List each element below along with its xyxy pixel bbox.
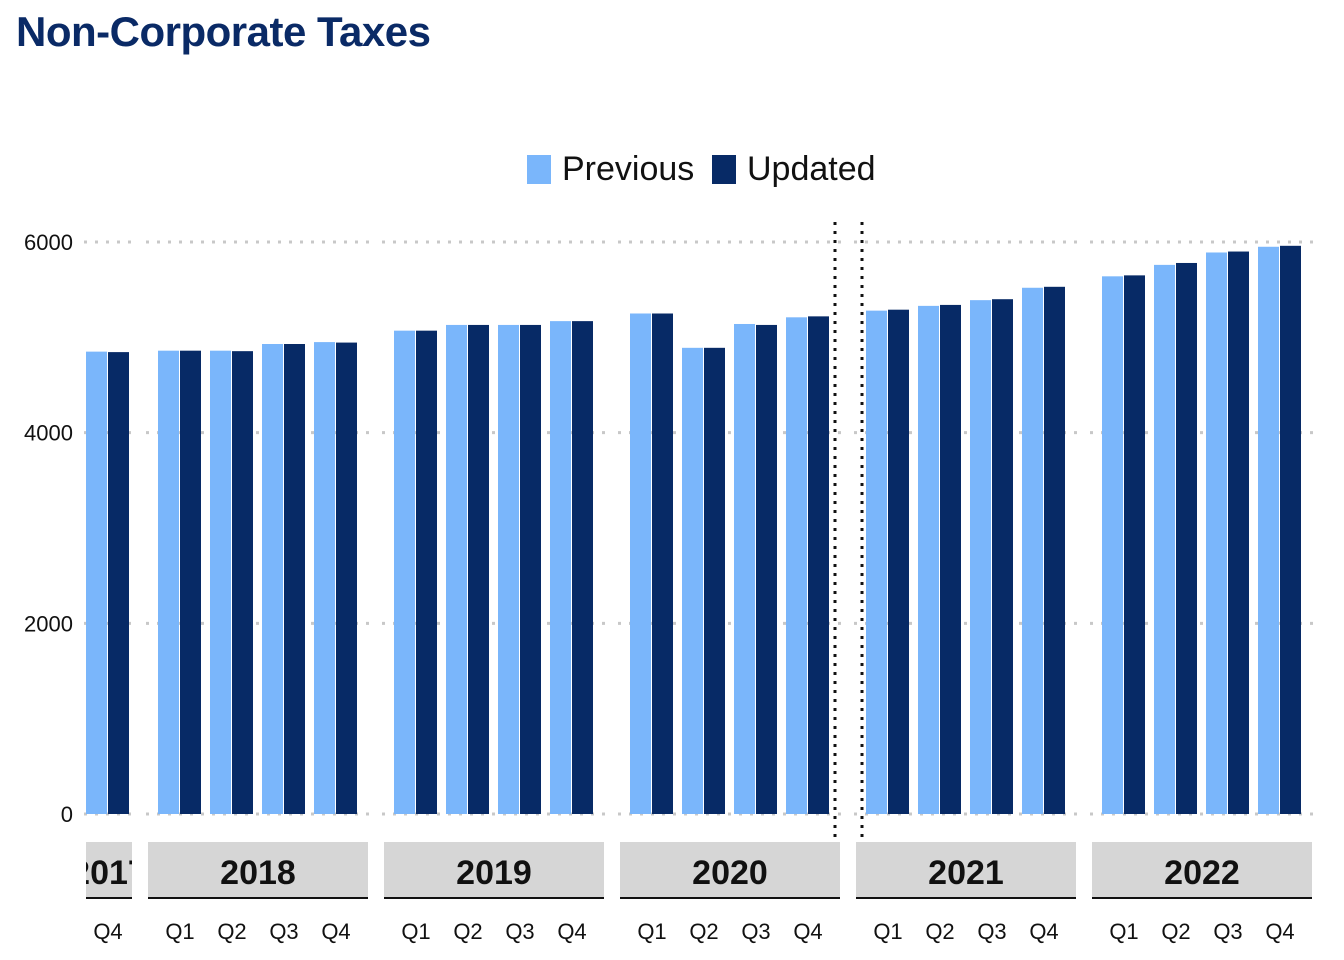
bar-previous-2020-Q2 <box>682 348 703 814</box>
bar-previous-2021-Q3 <box>970 300 991 814</box>
bar-updated-2022-Q4 <box>1280 246 1301 814</box>
bar-updated-2022-Q2 <box>1176 263 1197 814</box>
x-tick-label: Q4 <box>793 919 822 944</box>
bar-previous-2018-Q1 <box>158 351 179 814</box>
bar-previous-2022-Q3 <box>1206 252 1227 814</box>
x-tick-label: Q3 <box>741 919 770 944</box>
bar-updated-2020-Q2 <box>704 348 725 814</box>
x-tick-label: Q2 <box>1161 919 1190 944</box>
bar-updated-2020-Q1 <box>652 314 673 815</box>
legend-label-previous: Previous <box>562 150 694 188</box>
year-label-2018: 2018 <box>220 854 296 892</box>
x-tick-label: Q2 <box>453 919 482 944</box>
bar-updated-2019-Q2 <box>468 325 489 814</box>
x-tick-label: Q4 <box>557 919 586 944</box>
bar-updated-2018-Q1 <box>180 351 201 814</box>
year-label-2017: 2017 <box>71 854 147 892</box>
year-label-2022: 2022 <box>1164 854 1240 892</box>
bar-previous-2018-Q2 <box>210 351 231 814</box>
legend-swatch-previous <box>527 155 551 184</box>
bar-updated-2018-Q2 <box>232 351 253 814</box>
x-tick-label: Q4 <box>93 919 122 944</box>
y-tick-label: 6000 <box>24 230 73 255</box>
x-tick-label: Q3 <box>977 919 1006 944</box>
bar-previous-2020-Q4 <box>786 317 807 814</box>
x-tick-label: Q3 <box>505 919 534 944</box>
bar-previous-2021-Q4 <box>1022 288 1043 814</box>
bar-previous-2021-Q2 <box>918 306 939 814</box>
panels: Q4 2017 Q1 Q2 Q3 Q4 2018 Q1 Q2 Q3 Q4 2019 Q1 Q2 Q3 Q4 20… <box>71 242 1314 944</box>
panel-2018: Q1 Q2 Q3 Q4 2018 <box>146 242 370 944</box>
x-tick-label: Q2 <box>925 919 954 944</box>
bar-updated-2022-Q3 <box>1228 252 1249 814</box>
bar-previous-2022-Q2 <box>1154 265 1175 814</box>
x-tick-label: Q4 <box>1029 919 1058 944</box>
year-label-2019: 2019 <box>456 854 532 892</box>
bar-previous-2020-Q3 <box>734 324 755 814</box>
bar-previous-2019-Q4 <box>550 321 571 814</box>
bar-updated-2019-Q3 <box>520 325 541 814</box>
bar-updated-2021-Q4 <box>1044 287 1065 814</box>
legend-label-updated: Updated <box>747 150 876 188</box>
bar-updated-2019-Q4 <box>572 321 593 814</box>
bar-previous-2020-Q1 <box>630 314 651 815</box>
bar-updated-2021-Q2 <box>940 305 961 814</box>
x-tick-label: Q4 <box>1265 919 1294 944</box>
x-tick-label: Q1 <box>1109 919 1138 944</box>
bar-previous-2022-Q1 <box>1102 276 1123 814</box>
bar-previous-2019-Q3 <box>498 325 519 814</box>
bar-updated-2020-Q3 <box>756 325 777 814</box>
bar-updated-2021-Q1 <box>888 310 909 814</box>
bar-previous-2017-Q4 <box>86 352 107 814</box>
break-lines <box>835 222 862 843</box>
bar-updated-2022-Q1 <box>1124 275 1145 814</box>
panel-2019: Q1 Q2 Q3 Q4 2019 <box>382 242 606 944</box>
bar-updated-2021-Q3 <box>992 299 1013 814</box>
bar-previous-2019-Q1 <box>394 331 415 814</box>
y-tick-label: 0 <box>61 802 73 827</box>
x-tick-label: Q2 <box>689 919 718 944</box>
x-tick-label: Q4 <box>321 919 350 944</box>
x-tick-label: Q1 <box>165 919 194 944</box>
x-tick-label: Q2 <box>217 919 246 944</box>
panel-2017: Q4 2017 <box>71 242 147 944</box>
y-axis: 0 2000 4000 6000 <box>24 230 73 827</box>
bar-previous-2019-Q2 <box>446 325 467 814</box>
bar-updated-2017-Q4 <box>108 352 129 814</box>
legend-swatch-updated <box>712 155 736 184</box>
panel-2020: Q1 Q2 Q3 Q4 2020 <box>618 242 842 944</box>
x-tick-label: Q1 <box>873 919 902 944</box>
panel-2021: Q1 Q2 Q3 Q4 2021 <box>854 242 1078 944</box>
bar-updated-2018-Q4 <box>336 343 357 814</box>
bar-previous-2022-Q4 <box>1258 247 1279 814</box>
bar-previous-2021-Q1 <box>866 311 887 814</box>
bar-updated-2020-Q4 <box>808 316 829 814</box>
x-tick-label: Q1 <box>401 919 430 944</box>
bar-updated-2019-Q1 <box>416 331 437 814</box>
year-label-2020: 2020 <box>692 854 768 892</box>
y-tick-label: 4000 <box>24 421 73 446</box>
year-label-2021: 2021 <box>928 854 1004 892</box>
legend: Previous Updated <box>527 150 876 188</box>
bar-previous-2018-Q4 <box>314 342 335 814</box>
bar-previous-2018-Q3 <box>262 344 283 814</box>
x-tick-label: Q3 <box>1213 919 1242 944</box>
bar-updated-2018-Q3 <box>284 344 305 814</box>
x-tick-label: Q1 <box>637 919 666 944</box>
y-tick-label: 2000 <box>24 611 73 636</box>
panel-2022: Q1 Q2 Q3 Q4 2022 <box>1090 242 1314 944</box>
x-tick-label: Q3 <box>269 919 298 944</box>
